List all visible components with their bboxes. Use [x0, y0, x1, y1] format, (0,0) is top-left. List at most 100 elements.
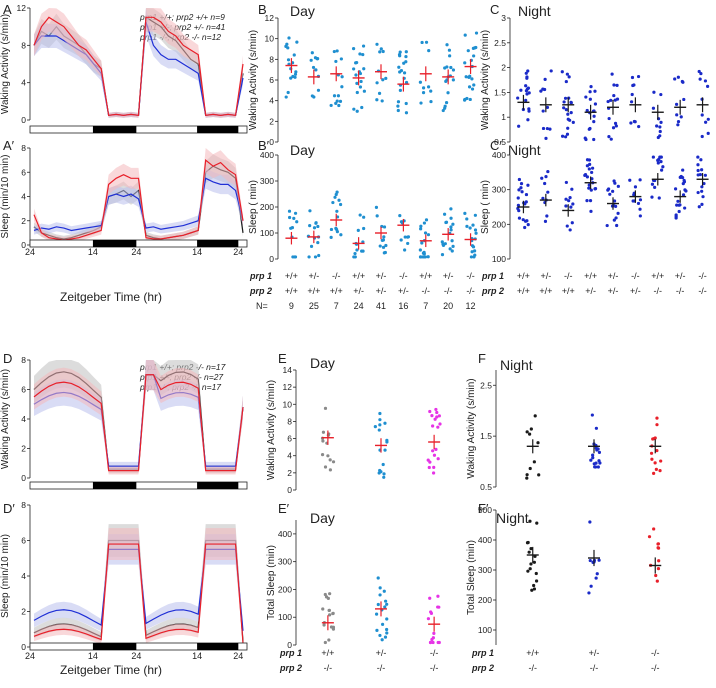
data-point-b-8-9 [467, 85, 472, 89]
data-point-e-1-11 [377, 471, 381, 475]
data-point-b-8-16 [470, 77, 474, 81]
x-tick-label-a-prime-4: 24 [233, 247, 243, 257]
data-point-c-prime-2-10 [564, 197, 568, 201]
data-point-b-prime-4-10 [374, 205, 379, 210]
data-point-b-prime-7-6 [449, 225, 453, 229]
data-point-e-prime-1-2 [376, 576, 380, 580]
data-point-e-2-14 [435, 410, 439, 415]
data-point-b-prime-0-9 [295, 220, 299, 224]
data-point-c-7-3 [674, 102, 679, 106]
data-point-e-prime-2-0 [436, 594, 440, 598]
data-point-b-prime-0-3 [289, 226, 293, 230]
y-tick-label-c-prime-0: 100 [492, 254, 506, 264]
genotype-prp1-night-1: +/- [540, 271, 551, 281]
data-point-b-0-16 [294, 70, 298, 74]
data-point-b-5-4 [404, 111, 409, 115]
dark-bar-d-prime-0 [92, 643, 137, 650]
data-point-c-prime-4-15 [612, 199, 617, 203]
error-band-d-prime-2 [34, 528, 243, 647]
data-point-b-3-10 [352, 107, 356, 111]
data-point-b-prime-6-1 [426, 255, 430, 259]
data-point-c-3-14 [592, 137, 596, 142]
data-point-c-prime-5-2 [638, 178, 642, 182]
dark-bar-a-prime-0 [92, 240, 137, 247]
data-point-c-7-5 [676, 119, 681, 124]
data-point-e-2-10 [430, 414, 434, 418]
series-line-a-prime-1 [33, 177, 244, 232]
data-point-e-2-2 [431, 424, 435, 428]
y-tick-label-e-4: 8 [287, 416, 292, 426]
data-point-c-prime-1-4 [543, 219, 548, 223]
x-tick-label-a-prime-3: 14 [192, 247, 202, 257]
data-point-c-5-6 [631, 83, 635, 88]
data-point-c-prime-2-9 [567, 199, 571, 203]
data-point-c-prime-8-9 [700, 168, 704, 172]
data-point-e-2-16 [435, 415, 439, 419]
data-point-c-prime-0-14 [516, 203, 520, 207]
data-point-f-prime-1-4 [587, 591, 591, 595]
data-point-f-prime-0-13 [530, 588, 534, 592]
data-point-c-prime-3-19 [585, 199, 589, 203]
y-tick-label-a-prime-4: 8 [21, 143, 26, 153]
title-f-prime: Night [496, 510, 529, 526]
genotype-prp1-night-8: -/- [698, 271, 707, 281]
data-point-c-1-5 [543, 77, 547, 81]
data-point-b-4-2 [375, 42, 379, 46]
data-point-b-3-12 [361, 52, 365, 57]
data-point-b-prime-7-15 [449, 216, 453, 220]
data-point-b-7-4 [451, 78, 455, 82]
data-point-f-prime-0-5 [528, 519, 532, 523]
data-point-c-0-12 [524, 89, 529, 93]
data-point-e-2-6 [431, 449, 435, 453]
data-point-c-8-10 [706, 131, 710, 135]
data-point-b-2-6 [335, 49, 339, 53]
title-f: Night [500, 357, 533, 373]
dark-bar-a-0 [92, 126, 137, 133]
data-point-b-prime-1-9 [317, 253, 321, 258]
y-axis-f-prime: 100 200 300 400 500 Total Sleep (min) [466, 505, 497, 645]
genotype-prp2-bottom-day-2: -/- [430, 663, 439, 673]
ylabel-a: Waking Activity (s/min) [0, 14, 11, 114]
data-point-e-2-5 [436, 425, 440, 429]
ylabel-d-prime: Sleep (min/10 min) [0, 534, 11, 618]
data-point-f-2-11 [653, 461, 657, 465]
data-point-b-0-11 [289, 76, 293, 80]
data-point-c-8-8 [697, 69, 701, 74]
data-point-b-4-1 [375, 98, 379, 102]
y-tick-label-c-2: 1.5 [494, 87, 506, 97]
dark-bar-d-1 [197, 482, 239, 489]
genotype-prp2-bottom-night-0: -/- [529, 663, 538, 673]
data-point-b-8-18 [463, 61, 467, 65]
data-point-c-5-0 [629, 121, 633, 125]
data-point-e-1-13 [378, 423, 382, 427]
data-point-b-prime-0-10 [287, 209, 292, 213]
data-point-b-4-10 [377, 91, 382, 95]
data-point-b-2-7 [329, 103, 333, 108]
data-point-c-1-6 [548, 127, 552, 131]
data-point-c-prime-5-7 [636, 201, 641, 206]
data-point-e-0-1 [331, 460, 336, 464]
ylabel-b: Waking Activity (s/min) [248, 30, 259, 130]
data-point-b-prime-6-13 [419, 227, 423, 231]
data-point-c-prime-4-13 [612, 218, 616, 222]
data-point-f-1-9 [590, 413, 594, 417]
data-point-c-4-4 [609, 137, 613, 141]
data-point-b-8-20 [467, 75, 471, 79]
light-dark-bar-a-prime [29, 239, 248, 248]
data-point-b-prime-1-13 [308, 224, 312, 228]
data-point-c-7-7 [676, 123, 680, 127]
data-point-c-1-8 [541, 87, 545, 91]
data-point-f-prime-2-9 [647, 535, 652, 539]
data-point-e-prime-0-5 [328, 613, 332, 617]
data-point-c-prime-5-3 [638, 214, 642, 218]
panel-label-a: A [3, 2, 12, 17]
data-point-f-prime-1-2 [588, 558, 592, 563]
data-point-c-prime-0-10 [525, 219, 529, 223]
data-point-c-prime-1-2 [546, 169, 550, 174]
data-point-c-prime-7-8 [673, 187, 678, 191]
data-point-c-prime-8-14 [703, 173, 707, 177]
data-point-b-2-5 [334, 101, 338, 106]
data-point-c-prime-8-3 [699, 158, 703, 162]
data-point-c-prime-8-4 [696, 173, 700, 177]
y-tick-label-e-prime-4: 400 [278, 529, 292, 539]
